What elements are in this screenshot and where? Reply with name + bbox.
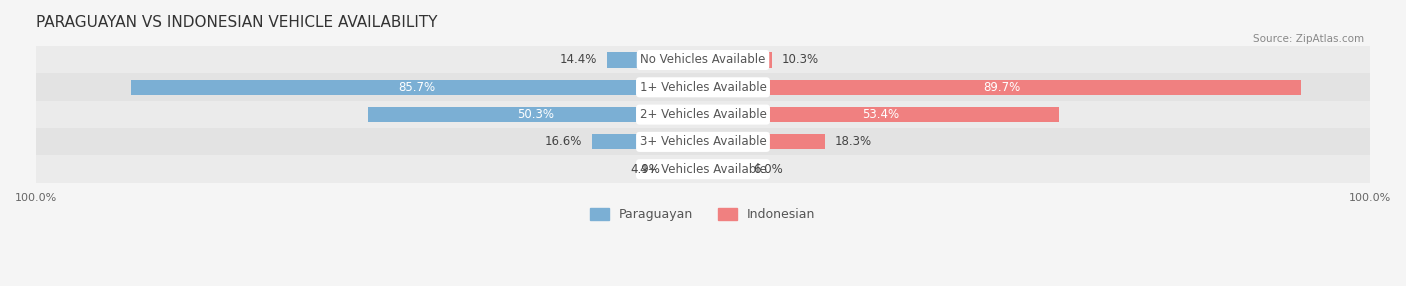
Bar <box>671 162 703 177</box>
Bar <box>37 101 1369 128</box>
Text: 6.0%: 6.0% <box>754 163 783 176</box>
Text: 2+ Vehicles Available: 2+ Vehicles Available <box>640 108 766 121</box>
Bar <box>607 53 703 67</box>
Bar <box>703 162 742 177</box>
Text: 16.6%: 16.6% <box>546 135 582 148</box>
Bar <box>703 80 1301 95</box>
Bar <box>367 107 703 122</box>
Text: 50.3%: 50.3% <box>517 108 554 121</box>
Text: 10.3%: 10.3% <box>782 53 818 67</box>
Text: 89.7%: 89.7% <box>983 81 1021 94</box>
Bar <box>703 134 825 149</box>
Bar <box>703 53 772 67</box>
Bar <box>37 128 1369 156</box>
Bar <box>703 107 1059 122</box>
Text: Source: ZipAtlas.com: Source: ZipAtlas.com <box>1253 34 1364 44</box>
Text: 14.4%: 14.4% <box>560 53 598 67</box>
Text: PARAGUAYAN VS INDONESIAN VEHICLE AVAILABILITY: PARAGUAYAN VS INDONESIAN VEHICLE AVAILAB… <box>37 15 437 30</box>
Bar <box>592 134 703 149</box>
Text: No Vehicles Available: No Vehicles Available <box>640 53 766 67</box>
Text: 53.4%: 53.4% <box>862 108 900 121</box>
Bar <box>37 74 1369 101</box>
Bar <box>132 80 703 95</box>
Bar <box>37 155 1369 183</box>
Text: 4+ Vehicles Available: 4+ Vehicles Available <box>640 163 766 176</box>
Text: 1+ Vehicles Available: 1+ Vehicles Available <box>640 81 766 94</box>
Bar <box>37 46 1369 74</box>
Text: 85.7%: 85.7% <box>399 81 436 94</box>
Legend: Paraguayan, Indonesian: Paraguayan, Indonesian <box>585 203 821 226</box>
Text: 4.9%: 4.9% <box>630 163 661 176</box>
Text: 3+ Vehicles Available: 3+ Vehicles Available <box>640 135 766 148</box>
Text: 18.3%: 18.3% <box>835 135 872 148</box>
